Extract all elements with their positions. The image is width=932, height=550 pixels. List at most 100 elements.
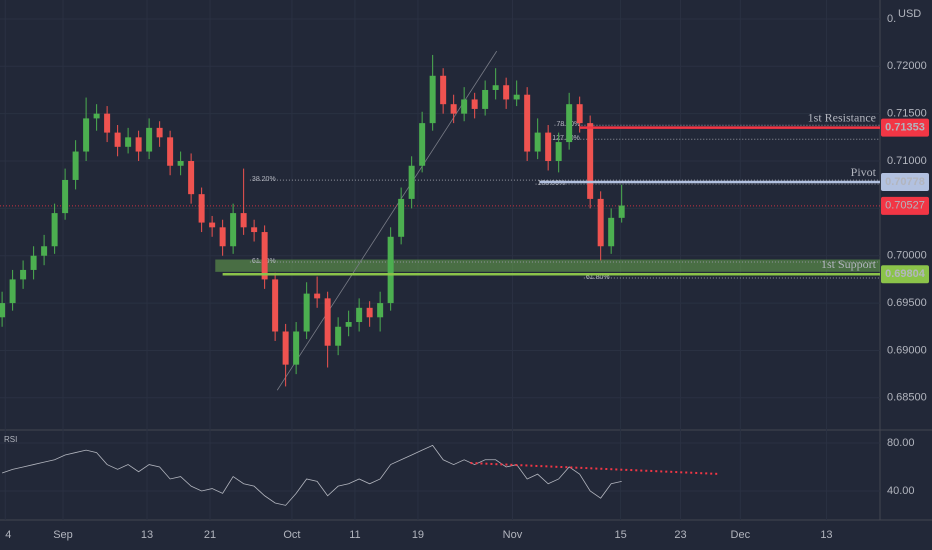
level-badge	[881, 118, 929, 137]
candle-body	[377, 303, 384, 318]
candle-body	[482, 89, 489, 109]
candle-body	[230, 213, 237, 247]
candle-body	[303, 293, 310, 332]
candle-body	[251, 227, 258, 233]
level-name: 1st Resistance	[808, 110, 876, 124]
rsi-line	[1, 444, 622, 506]
candle-body	[293, 331, 300, 365]
candle-body	[146, 127, 153, 152]
level-name: 1st Support	[821, 257, 877, 271]
level-badge	[881, 265, 929, 284]
x-tick-label: 13	[141, 529, 153, 541]
candle-body	[282, 331, 289, 365]
candle-body	[83, 118, 90, 152]
candle-body	[408, 165, 415, 199]
y-tick-label: 0.71500	[887, 108, 927, 120]
candle-body	[104, 113, 111, 133]
level-value-label: 0.69804	[885, 268, 926, 280]
candle-body	[114, 132, 121, 147]
candle-body	[93, 113, 100, 119]
candle-body	[534, 132, 541, 152]
candle-body	[51, 213, 58, 247]
candle-body	[9, 279, 16, 304]
candle-body	[0, 303, 6, 318]
candle-body	[167, 137, 174, 166]
candle-body	[188, 161, 195, 195]
y-tick-label: 0.70000	[887, 250, 927, 262]
candle-body	[30, 255, 37, 270]
candle-body	[209, 222, 216, 228]
candle-body	[492, 85, 499, 90]
candle-body	[608, 217, 615, 247]
y-tick-label: 0.69500	[887, 297, 927, 309]
candle-body	[461, 99, 468, 114]
currency-label: USD	[898, 8, 921, 20]
x-tick-label: Sep	[53, 529, 73, 541]
candle-body	[524, 94, 531, 152]
candle-body	[20, 269, 27, 280]
candle-body	[398, 198, 405, 237]
candle-body	[219, 227, 226, 247]
y-tick-label: 0.72000	[887, 60, 927, 72]
candle-body	[503, 85, 510, 100]
candle-body	[135, 137, 142, 152]
y-tick-label: 0.69000	[887, 344, 927, 356]
x-tick-label: 4	[5, 529, 11, 541]
x-tick-label: 15	[614, 529, 626, 541]
fib-diagonal	[276, 50, 498, 391]
candle-body	[125, 137, 132, 147]
candle-body	[41, 246, 48, 256]
y-tick-label: 0.68500	[887, 392, 927, 404]
x-tick-label: 11	[349, 529, 360, 541]
candle-body	[566, 104, 573, 143]
rsi-title: RSI	[4, 435, 17, 444]
candle-body	[261, 232, 268, 280]
level-name: Pivot	[851, 165, 877, 179]
candle-body	[335, 326, 342, 346]
candle-body	[156, 127, 163, 138]
x-tick-label: 13	[820, 529, 832, 541]
candle-body	[440, 75, 447, 105]
candle-body	[62, 179, 69, 214]
candle-body	[387, 236, 394, 304]
y-tick-label: 0.71000	[887, 155, 927, 167]
candle-body	[198, 194, 205, 223]
candle-body	[272, 279, 279, 332]
rsi-trendline	[470, 462, 719, 475]
candle-body	[240, 213, 247, 228]
x-tick-label: Oct	[283, 529, 300, 541]
current-badge	[881, 196, 929, 215]
candle-body	[450, 104, 457, 114]
candle-body	[576, 104, 583, 124]
x-tick-label: Dec	[731, 529, 751, 541]
level-value-label: 0.70778	[885, 176, 925, 188]
level-badge	[881, 173, 929, 192]
fib-label: 100.00%	[538, 180, 566, 187]
fib-label: 61.80%	[586, 274, 610, 281]
level-value-label: 0.71353	[885, 121, 925, 133]
candle-body	[419, 123, 426, 166]
rsi-tick-label: 40.00	[887, 485, 915, 497]
candle-body	[177, 161, 184, 166]
candle-body	[324, 298, 331, 346]
candle-body	[513, 94, 520, 100]
candle-body	[72, 151, 79, 180]
support-zone	[215, 259, 880, 272]
candle-body	[555, 142, 562, 162]
candle-body	[597, 198, 604, 247]
x-tick-label: 23	[674, 529, 686, 541]
x-tick-label: 19	[412, 529, 424, 541]
candle-body	[471, 99, 478, 109]
candle-body	[429, 75, 436, 124]
fib-label: 38.20%	[252, 176, 276, 183]
candle-body	[587, 123, 594, 199]
candle-body	[314, 293, 321, 299]
current-value-label: 0.70527	[885, 200, 925, 212]
candle-body	[356, 307, 363, 323]
candle-body	[345, 322, 352, 327]
candle-body	[366, 307, 373, 318]
currency-bg	[896, 6, 930, 22]
fib-label: 127.20%	[552, 135, 580, 142]
x-tick-label: Nov	[503, 529, 523, 541]
candle-body	[545, 132, 552, 162]
